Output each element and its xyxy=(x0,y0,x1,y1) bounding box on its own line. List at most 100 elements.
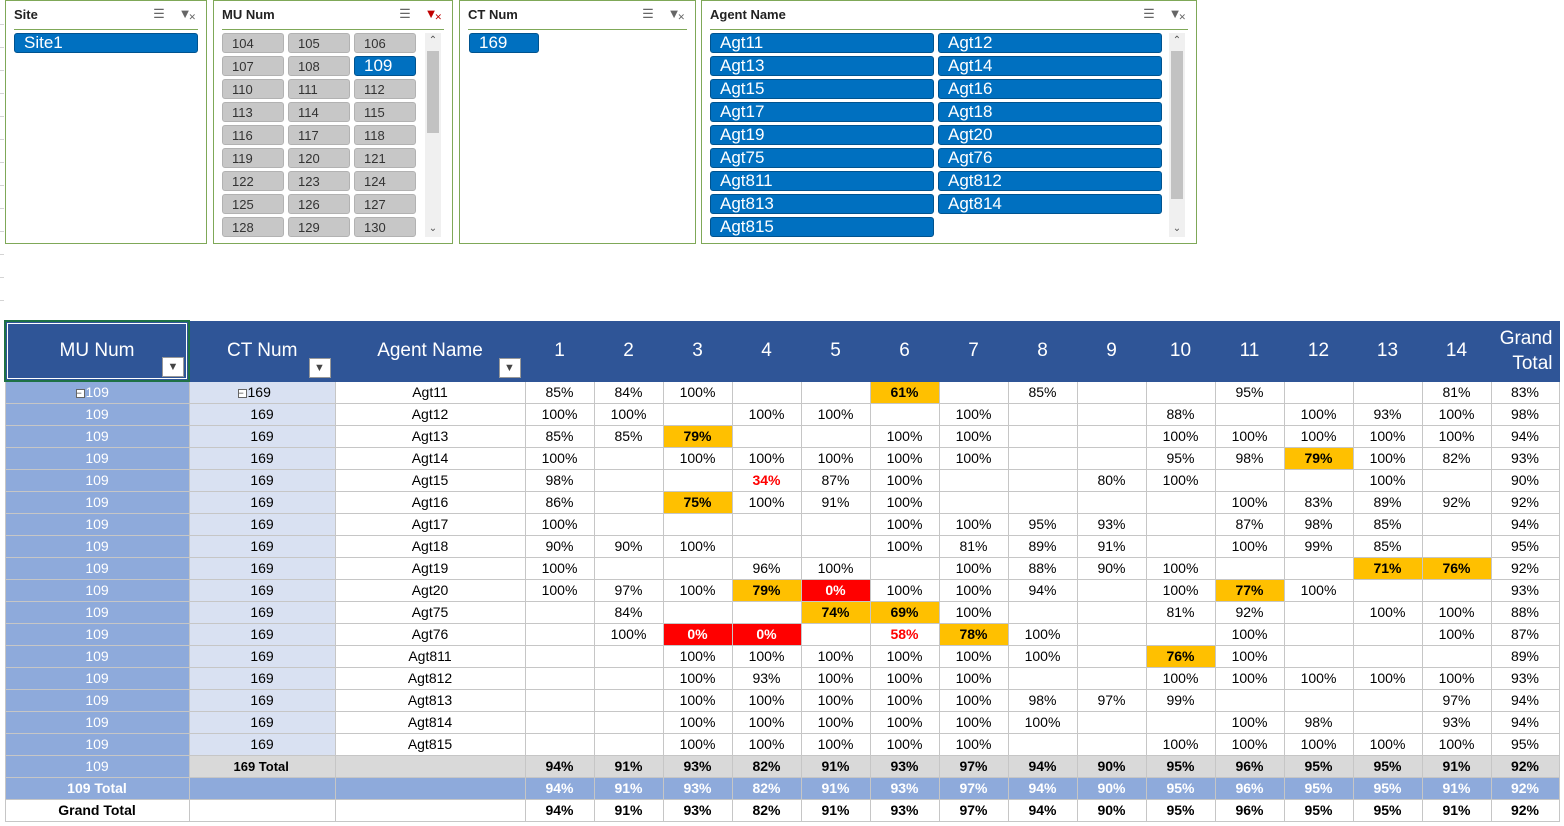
score-cell[interactable]: 100% xyxy=(1145,732,1216,756)
score-cell[interactable]: 100% xyxy=(869,512,940,536)
score-cell[interactable]: 93% xyxy=(1076,512,1147,536)
score-cell[interactable] xyxy=(1076,578,1147,602)
slicer-item[interactable]: 116 xyxy=(222,125,284,145)
total-cell[interactable]: 95% xyxy=(1145,798,1216,822)
mu-num-cell[interactable]: 109 xyxy=(4,622,190,646)
score-cell[interactable] xyxy=(1283,380,1354,404)
total-cell[interactable]: 91% xyxy=(800,776,871,800)
score-cell[interactable] xyxy=(1283,468,1354,492)
slicer-item[interactable]: Agt12 xyxy=(938,33,1162,53)
score-cell[interactable] xyxy=(731,380,802,404)
mu-num-cell[interactable]: 109 xyxy=(4,600,190,624)
score-cell[interactable]: 93% xyxy=(1421,710,1492,734)
total-cell[interactable]: 93% xyxy=(869,776,940,800)
score-cell[interactable]: 97% xyxy=(1421,688,1492,712)
score-cell[interactable]: 100% xyxy=(1352,446,1423,470)
slicer-item[interactable]: 110 xyxy=(222,79,284,99)
score-cell[interactable]: 100% xyxy=(938,556,1009,580)
mu-num-cell[interactable]: 109 xyxy=(4,710,190,734)
score-cell[interactable]: 98% xyxy=(1007,688,1078,712)
slicer-item[interactable]: Agt812 xyxy=(938,171,1162,191)
scroll-up-icon[interactable]: ⌃ xyxy=(428,35,438,46)
score-cell[interactable]: 100% xyxy=(1352,468,1423,492)
score-cell[interactable] xyxy=(1352,644,1423,668)
score-cell[interactable]: 84% xyxy=(593,600,664,624)
agent-name-cell[interactable]: Agt19 xyxy=(334,556,526,580)
slicer-item[interactable]: Agt18 xyxy=(938,102,1162,122)
total-cell[interactable]: 91% xyxy=(800,798,871,822)
slicer-item[interactable]: 111 xyxy=(288,79,350,99)
slicer-item[interactable]: Agt13 xyxy=(710,56,934,76)
slicer-item[interactable]: 106 xyxy=(354,33,416,53)
score-cell[interactable]: 100% xyxy=(1214,666,1285,690)
clear-filter-icon[interactable]: ▼ ✕ xyxy=(424,6,442,22)
ct-num-cell[interactable]: 169 xyxy=(188,424,336,448)
score-cell[interactable]: 100% xyxy=(800,644,871,668)
agent-name-cell[interactable]: Agt20 xyxy=(334,578,526,602)
score-cell[interactable]: 100% xyxy=(1352,600,1423,624)
filter-dropdown-icon[interactable]: ▼ xyxy=(308,357,331,378)
score-cell[interactable] xyxy=(662,600,733,624)
mu-num-cell[interactable]: 109 xyxy=(4,446,190,470)
ct-num-cell[interactable]: 169 xyxy=(188,710,336,734)
score-cell[interactable] xyxy=(731,512,802,536)
score-cell[interactable]: 85% xyxy=(1352,512,1423,536)
score-cell[interactable]: 100% xyxy=(731,688,802,712)
scroll-thumb[interactable] xyxy=(1171,51,1183,199)
score-cell[interactable]: 100% xyxy=(869,578,940,602)
score-cell[interactable] xyxy=(1421,578,1492,602)
score-cell[interactable] xyxy=(1283,622,1354,646)
score-cell[interactable] xyxy=(731,534,802,558)
score-cell[interactable]: 100% xyxy=(1145,578,1216,602)
total-cell[interactable]: 93% xyxy=(869,754,940,778)
score-cell[interactable] xyxy=(1145,534,1216,558)
score-cell[interactable]: 95% xyxy=(1007,512,1078,536)
score-cell[interactable]: 78% xyxy=(938,622,1009,646)
ct-num-cell[interactable]: 169 xyxy=(188,402,336,426)
grand-total-cell[interactable]: 92% xyxy=(1490,776,1560,800)
total-cell[interactable]: 94% xyxy=(524,776,595,800)
mu-num-cell[interactable]: 109 xyxy=(4,578,190,602)
row-total-cell[interactable]: 88% xyxy=(1490,600,1560,624)
score-cell[interactable]: 100% xyxy=(1283,578,1354,602)
total-cell[interactable]: 94% xyxy=(524,754,595,778)
score-cell[interactable]: 100% xyxy=(1214,644,1285,668)
score-cell[interactable] xyxy=(938,490,1009,514)
score-cell[interactable] xyxy=(800,622,871,646)
total-cell[interactable]: 91% xyxy=(593,776,664,800)
total-cell[interactable]: 95% xyxy=(1283,798,1354,822)
filter-dropdown-icon[interactable]: ▼ xyxy=(498,357,521,378)
ct-num-cell[interactable]: 169 xyxy=(188,644,336,668)
score-cell[interactable]: 0% xyxy=(800,578,871,602)
row-total-cell[interactable]: 89% xyxy=(1490,644,1560,668)
score-cell[interactable]: 85% xyxy=(593,424,664,448)
clear-filter-icon[interactable]: ▼ ✕ xyxy=(667,6,685,22)
slicer-item[interactable]: Agt814 xyxy=(938,194,1162,214)
total-cell[interactable]: 91% xyxy=(1421,798,1492,822)
score-cell[interactable] xyxy=(1076,490,1147,514)
score-cell[interactable] xyxy=(800,380,871,404)
slicer-item[interactable]: 124 xyxy=(354,171,416,191)
score-cell[interactable]: 91% xyxy=(800,490,871,514)
score-cell[interactable]: 90% xyxy=(1076,556,1147,580)
score-cell[interactable]: 100% xyxy=(1421,622,1492,646)
score-cell[interactable]: 100% xyxy=(1421,666,1492,690)
total-cell[interactable]: 91% xyxy=(1421,776,1492,800)
score-cell[interactable]: 85% xyxy=(1352,534,1423,558)
grand-total-cell[interactable]: 92% xyxy=(1490,754,1560,778)
total-cell[interactable]: 96% xyxy=(1214,798,1285,822)
score-cell[interactable]: 100% xyxy=(662,446,733,470)
score-cell[interactable] xyxy=(1076,622,1147,646)
score-cell[interactable]: 94% xyxy=(1007,578,1078,602)
score-cell[interactable]: 100% xyxy=(800,446,871,470)
ct-num-cell[interactable]: 169 xyxy=(188,732,336,756)
score-cell[interactable]: 76% xyxy=(1145,644,1216,668)
score-cell[interactable]: 100% xyxy=(1145,468,1216,492)
score-cell[interactable] xyxy=(662,556,733,580)
total-cell[interactable]: 91% xyxy=(593,798,664,822)
score-cell[interactable] xyxy=(524,600,595,624)
score-cell[interactable]: 69% xyxy=(869,600,940,624)
score-cell[interactable]: 100% xyxy=(869,688,940,712)
mu-num-cell[interactable]: 109 xyxy=(4,490,190,514)
score-cell[interactable]: 100% xyxy=(869,424,940,448)
